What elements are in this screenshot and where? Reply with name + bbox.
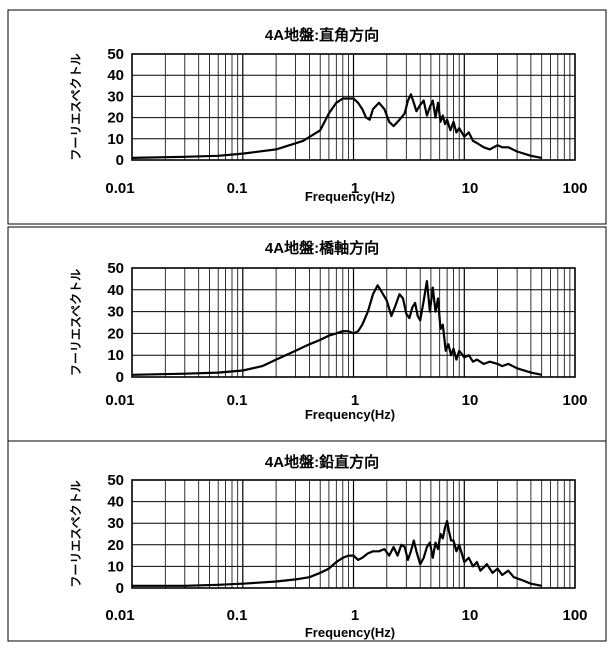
y-tick-label: 40 <box>107 67 124 84</box>
x-tick-label: 1 <box>351 392 359 409</box>
y-tick-label: 0 <box>116 580 124 597</box>
grid <box>132 54 575 160</box>
spectrum-line <box>131 280 542 376</box>
x-tick-label: 0.1 <box>227 180 248 197</box>
x-tick-label: 1 <box>351 180 359 197</box>
y-tick-label: 0 <box>116 369 124 386</box>
x-tick-label: 100 <box>562 392 587 409</box>
x-tick-label: 0.1 <box>227 392 248 409</box>
y-tick-label: 20 <box>107 537 124 554</box>
x-tick-label: 0.01 <box>105 607 134 624</box>
x-tick-label: 10 <box>462 392 479 409</box>
x-tick-label: 1 <box>351 607 359 624</box>
x-axis-label: Frequency(Hz) <box>305 625 395 640</box>
x-tick-label: 100 <box>562 180 587 197</box>
y-tick-label: 30 <box>107 515 124 532</box>
chart-panel-1: 4A地盤:直角方向 0 10 20 30 40 50 0.01 0.1 1 10 100 Frequen… <box>7 9 607 225</box>
y-axis-label: フーリエスペクトル <box>69 53 83 160</box>
y-tick-label: 0 <box>116 152 124 169</box>
chart-title: 4A地盤:橋軸方向 <box>265 239 379 257</box>
y-tick-label: 40 <box>107 282 124 299</box>
y-tick-label: 30 <box>107 304 124 321</box>
y-tick-label: 20 <box>107 110 124 127</box>
x-tick-label: 10 <box>462 180 479 197</box>
x-tick-label: 10 <box>462 607 479 624</box>
y-tick-label: 20 <box>107 325 124 342</box>
spectrum-line <box>131 93 542 159</box>
chart-title: 4A地盤:直角方向 <box>265 26 379 44</box>
panel-frame <box>7 440 607 642</box>
plot-area-border <box>131 479 576 589</box>
chart-title: 4A地盤:鉛直方向 <box>265 453 379 471</box>
y-tick-label: 50 <box>107 472 124 489</box>
chart-panel-3: 4A地盤:鉛直方向 0 10 20 30 40 50 0.01 0.1 1 10 100 Frequen… <box>7 440 607 642</box>
y-tick-label: 10 <box>107 347 124 364</box>
plot-area-border <box>131 267 576 378</box>
y-tick-label: 10 <box>107 558 124 575</box>
x-tick-label: 100 <box>562 607 587 624</box>
x-axis-label: Frequency(Hz) <box>305 189 395 204</box>
panel-frame <box>7 9 607 225</box>
y-tick-label: 50 <box>107 260 124 277</box>
grid <box>132 480 575 588</box>
y-axis-label: フーリエスペクトル <box>69 269 83 376</box>
x-tick-label: 0.01 <box>105 180 134 197</box>
chart-panel-2: 4A地盤:橋軸方向 0 10 20 30 40 50 0.01 0.1 1 10 100 Frequen… <box>7 226 607 442</box>
y-tick-label: 50 <box>107 46 124 63</box>
y-tick-label: 10 <box>107 131 124 148</box>
y-tick-label: 30 <box>107 88 124 105</box>
plot-area-border <box>131 53 576 161</box>
spectrum-line <box>132 519 542 587</box>
x-axis-label: Frequency(Hz) <box>305 407 395 422</box>
y-axis-label: フーリエスペクトル <box>69 480 83 587</box>
x-tick-label: 0.01 <box>105 392 134 409</box>
x-tick-label: 0.1 <box>227 607 248 624</box>
y-tick-label: 40 <box>107 494 124 511</box>
